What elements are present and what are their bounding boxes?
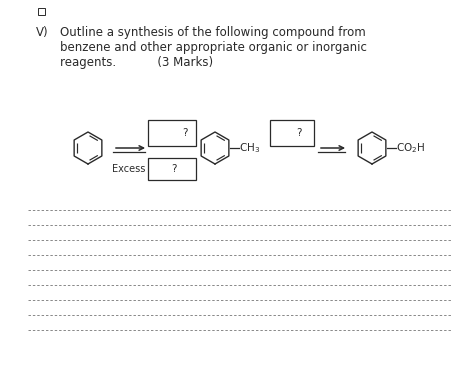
Text: V): V) — [36, 26, 49, 39]
Text: benzene and other appropriate organic or inorganic: benzene and other appropriate organic or… — [60, 41, 367, 54]
Text: Excess: Excess — [112, 164, 146, 174]
Text: $\mathdefault{CO_2H}$: $\mathdefault{CO_2H}$ — [396, 141, 425, 155]
Bar — [270, 120, 314, 146]
Text: ?: ? — [172, 164, 177, 174]
Bar — [148, 120, 196, 146]
Text: reagents.           (3 Marks): reagents. (3 Marks) — [60, 56, 213, 69]
Text: $\mathdefault{CH_3}$: $\mathdefault{CH_3}$ — [239, 141, 260, 155]
Text: ?: ? — [296, 128, 301, 138]
Bar — [148, 158, 196, 180]
Text: Outline a synthesis of the following compound from: Outline a synthesis of the following com… — [60, 26, 366, 39]
Text: ?: ? — [182, 128, 188, 138]
Bar — [38, 8, 45, 15]
